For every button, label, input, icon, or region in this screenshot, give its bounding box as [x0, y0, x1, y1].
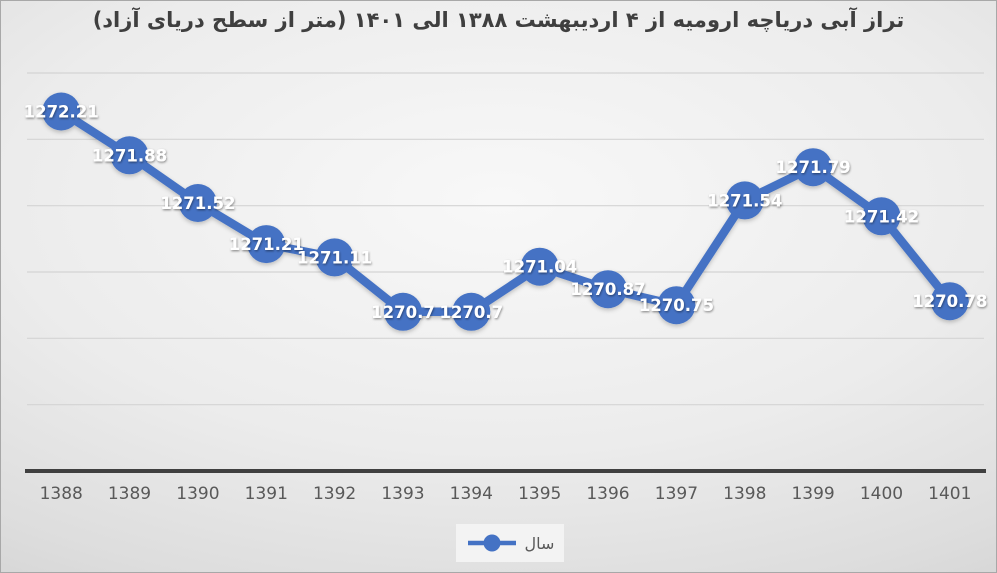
x-tick-label: 1399 [791, 484, 834, 504]
data-label: 1271.54 [707, 191, 782, 210]
x-tick-label: 1401 [928, 484, 971, 504]
x-tick-label: 1392 [313, 484, 356, 504]
data-point-marker [930, 282, 969, 321]
data-series [42, 92, 969, 331]
x-tick-label: 1390 [176, 484, 219, 504]
legend-line-marker-icon [467, 534, 516, 552]
x-tick-label: 1393 [381, 484, 424, 504]
data-label: 1270.7 [371, 303, 435, 322]
data-point-marker [520, 247, 559, 286]
data-point-marker [452, 292, 491, 331]
data-point-marker [110, 136, 149, 175]
data-point-marker [589, 270, 627, 309]
data-point-marker [42, 92, 81, 131]
data-label: 1271.42 [844, 207, 919, 226]
data-point-marker [657, 286, 696, 325]
data-label: 1270.75 [639, 296, 714, 315]
x-tick-label: 1394 [450, 484, 493, 504]
data-label: 1271.79 [776, 158, 851, 177]
data-point-marker [862, 197, 901, 236]
data-label: 1271.04 [502, 258, 577, 277]
x-tick-label: 1388 [40, 484, 83, 504]
data-label: 1271.88 [92, 146, 167, 165]
data-label: 1271.21 [229, 235, 304, 254]
legend: سال [456, 524, 564, 562]
data-point-marker [794, 148, 833, 187]
x-axis-tick-labels: 1388 1389 1390 1391 1392 1393 1394 1395 1396 1397… [40, 484, 972, 504]
x-tick-label: 1389 [108, 484, 151, 504]
data-point-marker [178, 184, 217, 222]
data-label: 1270.7 [439, 303, 503, 322]
x-tick-label: 1395 [518, 484, 561, 504]
x-tick-label: 1391 [245, 484, 288, 504]
data-label: 1270.78 [912, 292, 987, 311]
data-label: 1272.21 [24, 103, 99, 122]
gridlines [27, 72, 984, 406]
data-point-marker [384, 292, 422, 331]
data-label: 1271.52 [160, 194, 235, 213]
legend-series-label: سال [524, 533, 555, 553]
x-tick-label: 1400 [860, 484, 903, 504]
data-label: 1271.11 [297, 248, 372, 267]
data-point-marker [725, 181, 764, 220]
x-tick-label: 1397 [655, 484, 698, 504]
data-point-marker [247, 225, 286, 264]
chart-title: تراز آبی دریاچه ارومیه از ۴ اردیبهشت ۱۳۸… [92, 8, 905, 32]
data-point-marker [315, 238, 354, 277]
data-label: 1270.87 [570, 280, 645, 299]
x-tick-label: 1396 [586, 484, 629, 504]
x-tick-label: 1398 [723, 484, 766, 504]
